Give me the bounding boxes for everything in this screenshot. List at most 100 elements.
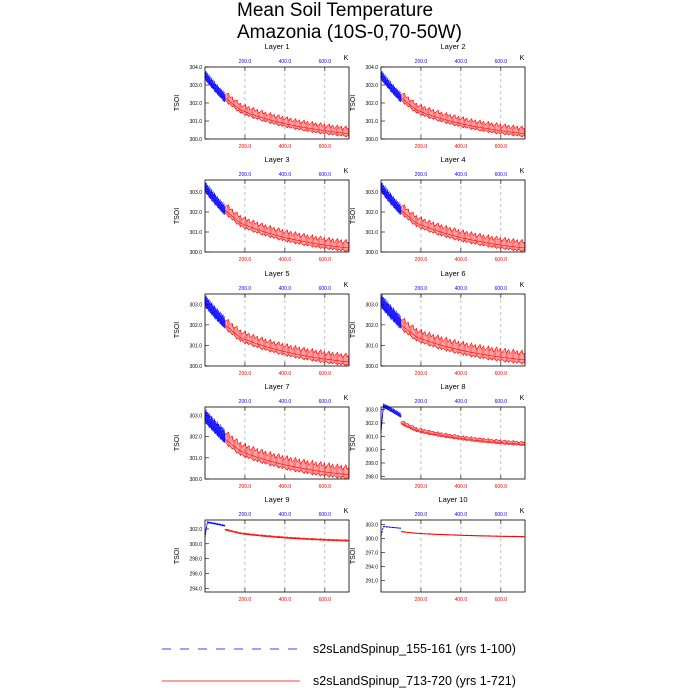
- layer-5-frame: [204, 293, 350, 367]
- layer-2-frame: [380, 66, 526, 140]
- layer-3-unit-label: K: [344, 168, 349, 175]
- layer-2-spinup-155-upper-line: [380, 70, 402, 98]
- layer-4-bottom-xtick-label-2: 400.0: [455, 257, 468, 263]
- layer-9-bottom-xtick-label-2: 400.0: [279, 597, 292, 603]
- layer-4-ylabel: TSOI: [350, 208, 357, 224]
- layer-5-panel: Layer 5 K TSOI 300.0 301.0 302.0 303.0 200.0 400…: [174, 269, 350, 377]
- layer-9-spinup-713-lower-line: [224, 529, 349, 542]
- layer-9-spinup-155-mean-line: [204, 522, 226, 538]
- layer-10-bottom-xtick-label-3: 600.0: [495, 597, 508, 603]
- layer-4-spinup-155-lower-line: [380, 189, 402, 216]
- layer-4-ytick-label-2: 301.0: [365, 230, 378, 236]
- layer-5-spinup-155-upper-line: [204, 295, 226, 321]
- layer-10-title: Layer 10: [438, 495, 467, 504]
- layer-1-title: Layer 1: [264, 42, 289, 51]
- layer-3-series-spinup-713: [224, 204, 349, 253]
- layer-8-bottom-xtick-label-2: 400.0: [455, 484, 468, 490]
- layer-3-spinup-713-lower-line: [224, 211, 349, 253]
- layer-3-bottom-xtick-label-1: 200.0: [239, 257, 252, 263]
- layer-2-spinup-713-upper-line: [400, 92, 525, 131]
- layer-4-ytick-label-1: 300.0: [365, 250, 378, 256]
- layer-8-top-xtick-label-1: 200.0: [415, 399, 428, 405]
- layer-8-series-spinup-155: [380, 403, 402, 434]
- layer-1-ytick-label-4: 303.0: [189, 83, 202, 89]
- layer-7-ytick-label-2: 301.0: [189, 456, 202, 462]
- layer-8-panel: Layer 8 K TSOI 298.0 299.0 300.0 301.0 302.0 303…: [350, 382, 526, 490]
- layer-2-top-xtick-label-1: 200.0: [415, 59, 428, 65]
- layer-10-spinup-155-mean-line: [380, 526, 402, 536]
- layer-7-spinup-713-lower-line: [224, 440, 349, 480]
- layer-5-spinup-713-upper-line: [224, 319, 349, 359]
- layer-7-panel: Layer 7 K TSOI 300.0 301.0 302.0 303.0 200.0 400…: [174, 382, 350, 490]
- layer-9-frame: [204, 519, 350, 593]
- layer-2-bottom-xtick-label-3: 600.0: [495, 144, 508, 150]
- layer-6-ytick-label-3: 302.0: [365, 323, 378, 329]
- layer-2-ytick-label-1: 300.0: [365, 137, 378, 143]
- layer-6-spinup-155-mean-line: [380, 302, 402, 326]
- layer-3-ytick-label-1: 300.0: [189, 250, 202, 256]
- layer-9-spinup-713-mean-line: [224, 529, 349, 542]
- layer-6-title: Layer 6: [440, 269, 465, 278]
- layer-10-spinup-713-mean-line: [400, 531, 525, 537]
- layer-2-spinup-155-lower-line: [380, 77, 402, 103]
- layer-1-series-spinup-155: [204, 70, 226, 103]
- layer-8-spinup-155-lower-line: [380, 406, 402, 434]
- layer-9-unit-label: K: [344, 508, 349, 515]
- layer-1-series-spinup-713: [224, 92, 349, 138]
- layer-5-ylabel: TSOI: [174, 322, 181, 338]
- layer-1-ytick-label-3: 302.0: [189, 101, 202, 107]
- layer-1-frame: [204, 66, 350, 140]
- layer-6-bottom-xtick-label-2: 400.0: [455, 371, 468, 377]
- legend: s2sLandSpinup_155-161 (yrs 1-100) s2sLan…: [162, 642, 516, 688]
- layer-4-series-spinup-713: [400, 204, 525, 253]
- layer-2-ytick-label-3: 302.0: [365, 101, 378, 107]
- layer-5-series-spinup-713: [224, 319, 349, 367]
- layer-7-spinup-155-lower-line: [204, 419, 226, 444]
- layer-6-spinup-713-lower-line: [400, 326, 525, 365]
- layer-4-title: Layer 4: [440, 155, 465, 164]
- layer-6-spinup-713-mean-line: [400, 324, 525, 361]
- layer-2-top-xtick-label-2: 400.0: [455, 59, 468, 65]
- layer-7-unit-label: K: [344, 395, 349, 402]
- layer-7-ytick-label-4: 303.0: [189, 413, 202, 419]
- layer-8-ylabel: TSOI: [350, 435, 357, 451]
- layer-9-top-xtick-label-2: 400.0: [279, 512, 292, 518]
- layer-9-spinup-155-upper-line: [204, 520, 226, 537]
- layer-2-series-spinup-155: [380, 70, 402, 103]
- layer-8-spinup-713-lower-line: [400, 423, 525, 447]
- layer-5-unit-label: K: [344, 282, 349, 289]
- layer-6-panel: Layer 6 K TSOI 300.0 301.0 302.0 303.0 200.0 400…: [350, 269, 526, 377]
- layer-3-ytick-label-4: 303.0: [189, 190, 202, 196]
- layer-3-spinup-713-upper-line: [224, 204, 349, 245]
- layer-7-series-spinup-155: [204, 409, 226, 444]
- layer-3-title: Layer 3: [264, 155, 289, 164]
- layer-5-top-xtick-label-1: 200.0: [239, 286, 252, 292]
- layer-7-title: Layer 7: [264, 382, 289, 391]
- layer-9-panel: Layer 9 K TSOI 294.0 296.0 298.0 300.0 302.0 200…: [174, 495, 350, 603]
- layer-8-ytick-label-3: 300.0: [365, 448, 378, 454]
- layer-9-ytick-label-3: 298.0: [189, 557, 202, 563]
- layer-5-spinup-155-mean-line: [204, 302, 226, 326]
- layer-10-bottom-xtick-label-1: 200.0: [415, 597, 428, 603]
- layer-3-bottom-xtick-label-3: 600.0: [319, 257, 332, 263]
- layer-8-ytick-label-2: 299.0: [365, 461, 378, 467]
- layer-6-series-spinup-713: [400, 317, 525, 365]
- layer-3-spinup-155-upper-line: [204, 181, 226, 209]
- layer-1-spinup-713-mean-line: [224, 97, 349, 134]
- layer-3-spinup-155-mean-line: [204, 187, 226, 213]
- layer-1-ytick-label-5: 304.0: [189, 65, 202, 71]
- layer-6-frame: [380, 293, 526, 367]
- layer-5-ytick-label-2: 301.0: [189, 343, 202, 349]
- layer-5-spinup-155-lower-line: [204, 304, 226, 329]
- layer-1-top-xtick-label-1: 200.0: [239, 59, 252, 65]
- layer-1-spinup-155-lower-line: [204, 77, 226, 103]
- layer-4-spinup-713-upper-line: [400, 204, 525, 245]
- layer-3-top-xtick-label-2: 400.0: [279, 172, 292, 178]
- layer-7-ytick-label-3: 302.0: [189, 435, 202, 441]
- layer-9-ylabel: TSOI: [174, 548, 181, 564]
- layer-9-top-xtick-label-3: 600.0: [319, 512, 332, 518]
- layer-1-spinup-713-lower-line: [224, 99, 349, 138]
- layer-5-ytick-label-1: 300.0: [189, 364, 202, 370]
- layer-1-ytick-label-2: 301.0: [189, 119, 202, 125]
